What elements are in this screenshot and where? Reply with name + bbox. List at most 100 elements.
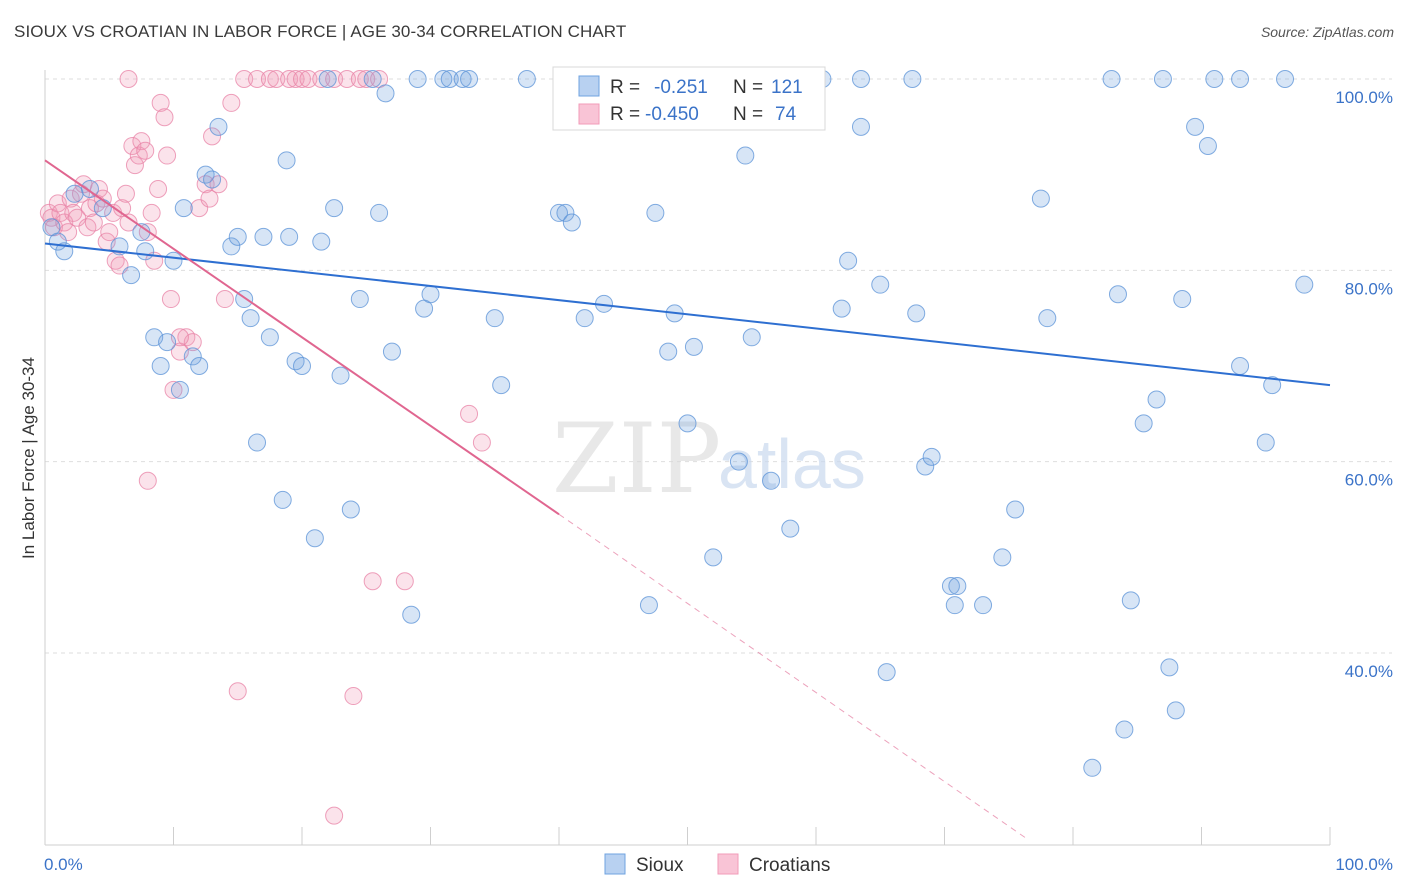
sioux-point: [550, 203, 568, 222]
sioux-point: [945, 596, 964, 615]
croatians-point: [110, 256, 129, 275]
sioux-point: [639, 596, 658, 615]
sioux-point: [174, 199, 193, 218]
sioux-point: [151, 357, 170, 375]
sioux-point: [1231, 70, 1250, 88]
sioux-point: [1276, 70, 1295, 88]
sioux-point: [877, 663, 896, 682]
sioux-point: [93, 199, 112, 218]
sioux-point: [485, 309, 504, 328]
sioux-point: [164, 251, 183, 270]
sioux-point: [248, 433, 267, 452]
sioux-point: [678, 414, 697, 433]
legend-sioux-n-value: 121: [771, 77, 803, 98]
croatians-point: [280, 70, 299, 88]
croatians-point: [325, 806, 344, 825]
croatians-point: [460, 404, 479, 423]
sioux-point: [556, 203, 575, 222]
sioux-point: [1173, 290, 1192, 309]
bottom-legend-sioux-label: Sioux: [636, 855, 684, 876]
sioux-point: [1121, 591, 1140, 610]
sioux-point: [736, 146, 755, 165]
sioux-point: [222, 237, 241, 256]
bottom-legend: Sioux Croatians: [604, 853, 830, 876]
sioux-point: [781, 519, 800, 538]
croatians-point: [312, 70, 331, 88]
sioux-point: [1083, 758, 1102, 777]
sioux-point: [325, 199, 344, 218]
legend-sioux-swatch: [578, 75, 600, 97]
croatians-point: [267, 70, 286, 88]
sioux-point: [1231, 357, 1250, 375]
sioux-trend-line: [44, 242, 1331, 387]
sioux-point: [453, 70, 472, 88]
sioux-point: [832, 299, 851, 318]
bottom-legend-sioux-swatch: [604, 853, 626, 875]
sioux-point: [203, 170, 222, 189]
sioux-point: [421, 285, 440, 304]
sioux-point: [922, 447, 941, 466]
y-tick-label: 40.0%: [1345, 662, 1393, 681]
croatians-point: [155, 108, 174, 127]
sioux-point: [742, 328, 761, 347]
sioux-point: [190, 357, 209, 375]
croatians-point: [293, 70, 311, 88]
croatians-point: [158, 146, 177, 165]
croatians-point: [235, 70, 254, 88]
sioux-point: [562, 213, 581, 232]
sioux-point: [704, 548, 723, 567]
croatians-trend-line: [44, 159, 560, 516]
sioux-point: [1186, 117, 1205, 136]
sioux-point: [408, 70, 427, 88]
croatians-point: [344, 687, 363, 706]
watermark-atlas: atlas: [718, 425, 866, 503]
sioux-point: [684, 337, 703, 356]
sioux-point: [170, 380, 189, 399]
croatians-point: [325, 70, 344, 88]
croatians-point: [151, 93, 170, 112]
legend-croatians-n-label: N =: [733, 104, 763, 125]
sioux-point: [341, 500, 360, 519]
croatians-point: [286, 70, 305, 88]
croatians-point: [100, 223, 119, 242]
croatians-point: [138, 471, 157, 490]
croatians-point: [357, 70, 376, 88]
sioux-point: [1134, 414, 1153, 433]
sioux-point: [903, 70, 922, 88]
sioux-point: [460, 70, 479, 88]
croatians-point: [164, 380, 183, 399]
sioux-point: [1205, 70, 1224, 88]
sioux-point: [1108, 285, 1127, 304]
source-label: Source: ZipAtlas.com: [1260, 24, 1394, 40]
sioux-point: [993, 548, 1012, 567]
sioux-point: [851, 117, 870, 136]
croatians-point: [119, 70, 138, 88]
croatians-point: [116, 184, 135, 203]
sioux-point: [183, 347, 202, 366]
sioux-point: [260, 328, 279, 347]
croatians-point: [132, 132, 151, 151]
sioux-point: [851, 70, 870, 88]
sioux-point: [1115, 720, 1134, 739]
legend-croatians-r-label: R =: [610, 104, 640, 125]
sioux-point: [1031, 189, 1050, 208]
sioux-point: [762, 471, 781, 490]
axes: [44, 70, 1331, 846]
watermark-zip: ZIP: [552, 403, 721, 515]
croatians-point: [161, 290, 180, 309]
sioux-point: [209, 117, 228, 136]
croatians-point: [136, 141, 155, 160]
croatians-point: [142, 203, 161, 222]
sioux-point: [158, 333, 177, 352]
sioux-point: [1263, 376, 1282, 395]
croatians-point: [248, 70, 267, 88]
sioux-point: [293, 357, 311, 375]
sioux-point: [136, 242, 155, 261]
sioux-point: [273, 490, 292, 509]
sioux-point: [729, 452, 748, 471]
y-tick-label: 60.0%: [1345, 471, 1393, 490]
sioux-point: [228, 227, 247, 246]
chart-title: SIOUX VS CROATIAN IN LABOR FORCE | AGE 3…: [14, 22, 627, 41]
croatians-point: [222, 93, 241, 112]
